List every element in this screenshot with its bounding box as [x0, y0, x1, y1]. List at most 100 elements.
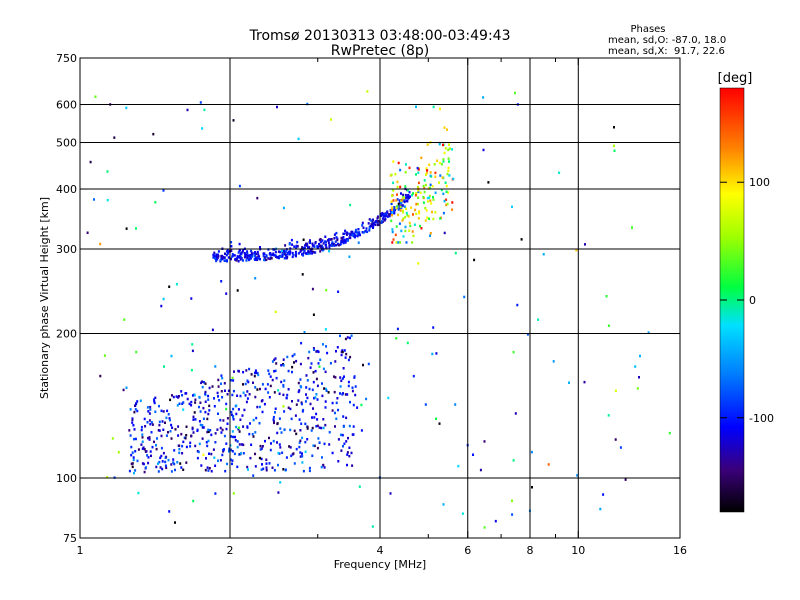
data-point — [273, 469, 276, 472]
data-point — [217, 378, 220, 382]
data-point — [316, 398, 319, 401]
data-point — [297, 252, 300, 255]
data-point — [224, 259, 227, 262]
data-point — [136, 409, 139, 413]
data-point — [442, 143, 444, 147]
data-point — [321, 456, 323, 459]
data-point — [270, 253, 273, 256]
data-point — [326, 351, 329, 355]
data-point — [134, 404, 136, 407]
data-point — [324, 423, 327, 427]
data-point — [301, 246, 304, 249]
data-point — [417, 196, 420, 199]
data-point — [290, 238, 293, 242]
data-point — [252, 418, 255, 422]
data-point — [613, 126, 615, 129]
data-point — [145, 450, 148, 453]
y-tick-label: 100 — [56, 472, 77, 485]
data-point — [445, 203, 448, 207]
data-point — [214, 432, 217, 435]
data-point — [277, 451, 280, 455]
data-point — [300, 422, 303, 425]
data-point — [207, 428, 210, 432]
data-point — [186, 108, 189, 112]
data-point — [336, 397, 339, 400]
data-point — [294, 250, 297, 254]
data-point — [147, 436, 149, 440]
data-point — [140, 443, 143, 446]
data-point — [212, 256, 215, 259]
data-point — [377, 223, 380, 226]
data-point — [186, 397, 189, 401]
data-point — [324, 243, 327, 247]
data-point — [288, 243, 291, 246]
data-point — [417, 171, 420, 174]
data-point — [246, 252, 249, 255]
data-point — [131, 465, 134, 469]
data-point — [220, 257, 223, 260]
data-point — [270, 257, 273, 260]
data-point — [244, 394, 247, 397]
data-point — [448, 160, 450, 163]
data-point — [345, 231, 348, 234]
data-point — [157, 462, 159, 465]
data-point — [257, 253, 260, 256]
data-point — [607, 324, 610, 327]
data-point — [283, 410, 286, 413]
chart-title: Tromsø 20130313 03:48:00-03:49:43 — [249, 28, 511, 44]
data-point — [143, 470, 146, 474]
data-point — [257, 257, 259, 260]
data-point — [248, 432, 251, 436]
data-point — [179, 462, 182, 465]
x-tick-label: 10 — [571, 544, 585, 557]
data-point — [125, 106, 128, 110]
data-point — [279, 250, 282, 254]
data-point — [254, 369, 257, 372]
data-point — [219, 459, 222, 462]
data-point — [634, 365, 637, 368]
data-point — [182, 440, 185, 444]
data-point — [242, 443, 245, 447]
data-point — [351, 433, 354, 436]
data-point — [414, 194, 417, 197]
data-point — [148, 412, 151, 415]
data-point — [405, 241, 408, 244]
data-point — [269, 384, 272, 388]
data-point — [134, 437, 137, 441]
data-point — [160, 304, 163, 308]
data-point — [225, 402, 228, 406]
data-point — [424, 219, 427, 222]
data-point — [558, 171, 561, 174]
data-point — [348, 232, 351, 236]
data-point — [403, 196, 406, 200]
data-point — [174, 428, 177, 431]
data-point — [217, 459, 219, 462]
data-point — [170, 354, 173, 358]
data-point — [166, 409, 169, 413]
data-point — [222, 448, 225, 452]
data-point — [407, 195, 409, 198]
data-point — [354, 228, 357, 232]
data-point — [276, 105, 278, 109]
data-point — [442, 160, 445, 163]
data-point — [394, 233, 397, 237]
data-point — [447, 148, 450, 152]
data-point — [250, 249, 253, 253]
data-point — [426, 196, 429, 200]
data-point — [425, 209, 428, 212]
data-point — [395, 206, 398, 210]
stats-x-line: mean, sd,X: 91.7, 22.6 — [608, 46, 725, 57]
data-point — [516, 303, 519, 307]
data-point — [415, 202, 418, 206]
data-point — [406, 341, 409, 345]
data-point — [231, 462, 233, 466]
data-point — [203, 381, 205, 384]
data-point — [301, 436, 304, 440]
data-point — [162, 189, 165, 192]
data-point — [301, 452, 303, 455]
data-point — [274, 254, 277, 257]
data-point — [237, 408, 240, 411]
data-point — [238, 453, 241, 456]
data-point — [404, 225, 407, 229]
data-point — [267, 369, 270, 372]
